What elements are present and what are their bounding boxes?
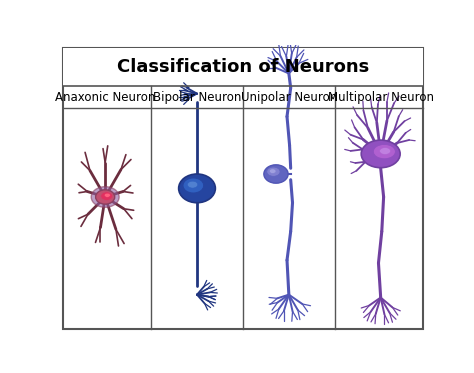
Ellipse shape [187, 181, 198, 188]
Text: Multipolar Neuron: Multipolar Neuron [328, 91, 434, 104]
Ellipse shape [269, 169, 276, 173]
Ellipse shape [104, 193, 110, 197]
Ellipse shape [267, 167, 280, 176]
Ellipse shape [179, 174, 215, 203]
Ellipse shape [91, 186, 119, 207]
Ellipse shape [101, 192, 112, 200]
Ellipse shape [361, 140, 400, 168]
Ellipse shape [96, 190, 115, 204]
Text: Anaxonic Neuron: Anaxonic Neuron [55, 91, 155, 104]
Ellipse shape [380, 148, 391, 154]
Bar [63, 48, 423, 87]
Ellipse shape [264, 165, 288, 183]
Text: Bipolar Neuron: Bipolar Neuron [153, 91, 241, 104]
Ellipse shape [183, 178, 204, 193]
Ellipse shape [374, 144, 395, 159]
Text: Classification of Neurons: Classification of Neurons [117, 58, 369, 76]
Text: Unipolar Neuron: Unipolar Neuron [241, 91, 337, 104]
